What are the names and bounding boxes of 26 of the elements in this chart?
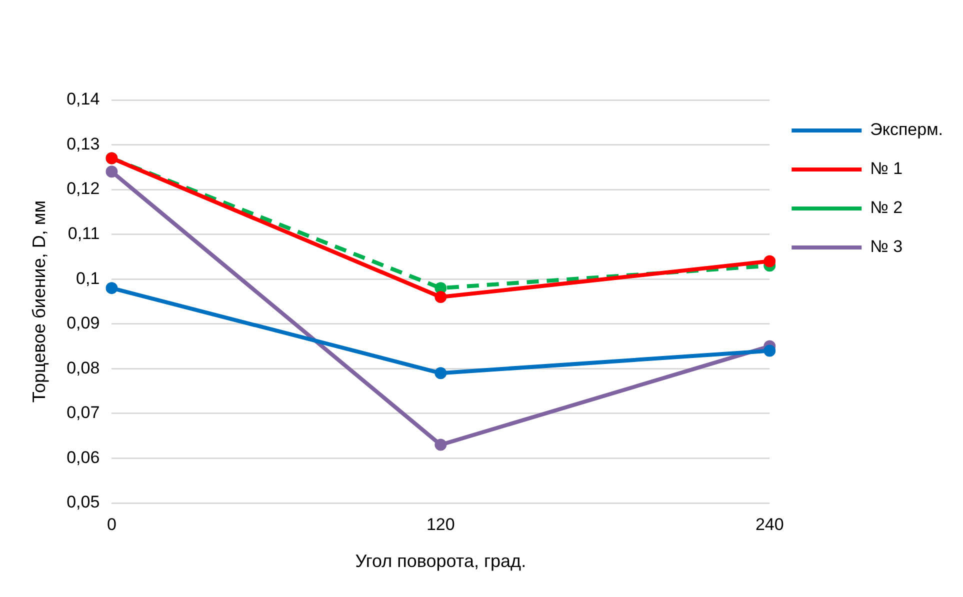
legend-label: № 3 (870, 237, 903, 256)
y-tick-label: 0,11 (68, 224, 100, 244)
point (434, 438, 447, 451)
point (434, 367, 447, 380)
point (106, 282, 118, 294)
y-tick-label: 0,05 (66, 492, 100, 512)
x-tick-label: 120 (426, 514, 455, 534)
legend-label: № 1 (870, 159, 903, 178)
y-tick-label: 0,09 (66, 314, 100, 333)
point (764, 255, 776, 268)
y-axis-title: Торцевое биение, D, мм (28, 200, 49, 403)
point (764, 344, 776, 357)
y-tick-label: 0,06 (66, 448, 100, 467)
x-tick-label: 0 (106, 514, 116, 534)
y-tick-label: 0,13 (66, 134, 100, 154)
y-tick-label: 0,07 (66, 403, 100, 422)
y-tick-label: 0,14 (66, 90, 100, 109)
point (434, 291, 447, 304)
y-tick-label: 0,08 (66, 358, 100, 378)
x-axis-title: Угол поворота, град. (355, 551, 526, 572)
legend-label: Эксперм. (870, 120, 943, 140)
legend-label: № 2 (870, 198, 903, 218)
point (106, 166, 118, 178)
y-tick-label: 0,1 (76, 268, 100, 288)
x-tick-label: 240 (755, 514, 784, 534)
y-tick-label: 0,12 (66, 179, 100, 198)
